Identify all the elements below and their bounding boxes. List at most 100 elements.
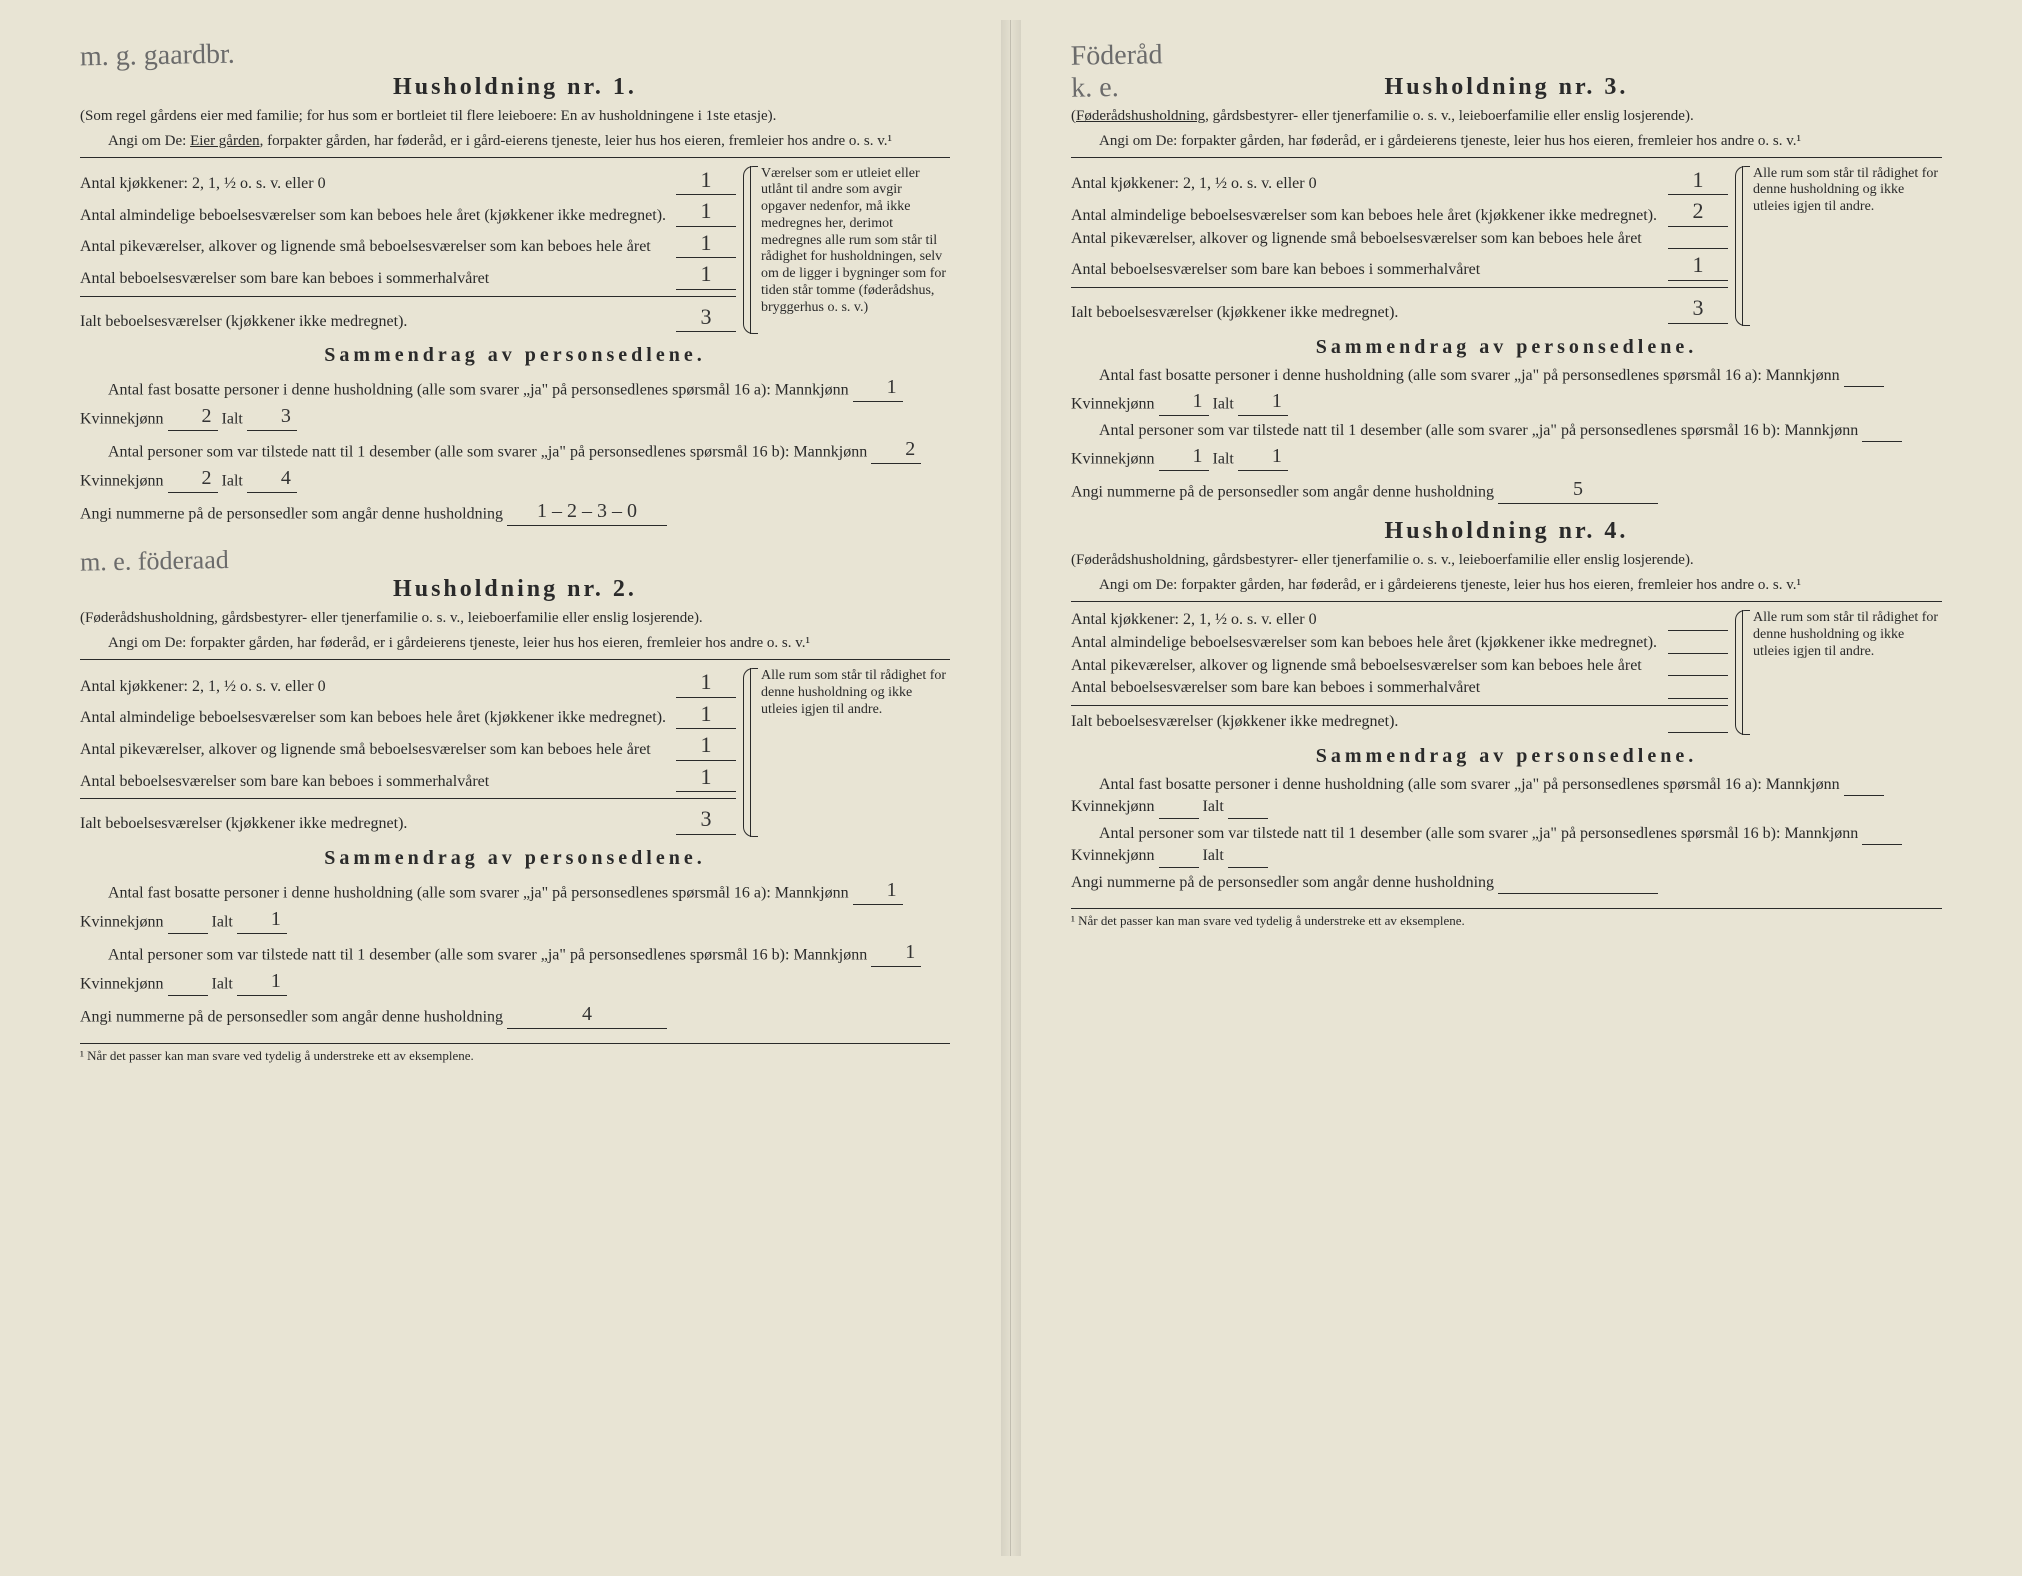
handwritten-annotation-top-right: Föderåd k. e.: [1070, 39, 1163, 105]
hh2-nummerne: Angi nummerne på de personsedler som ang…: [80, 1000, 950, 1029]
hh3-rooms-note: Alle rum som står til rådighet for denne…: [1742, 166, 1942, 326]
rule: [80, 659, 950, 660]
hh3-sum2: Antal personer som var tilstede natt til…: [1071, 420, 1942, 471]
hh3-sub1b: Føderådshusholdning: [1076, 108, 1205, 124]
room-value: [1668, 698, 1728, 699]
hh4-sum2: Antal personer som var tilstede natt til…: [1071, 823, 1942, 868]
room-value: 1: [676, 197, 736, 227]
hh4-rooms-note: Alle rum som står til rådighet for denne…: [1742, 610, 1942, 735]
room-label: Antal beboelsesværelser som bare kan beb…: [80, 269, 676, 290]
handwritten-annotation-mid-left: m. e. föderaad: [80, 533, 950, 578]
room-value: 1: [676, 166, 736, 196]
hw-right-1: Föderåd: [1070, 39, 1162, 72]
handwritten-annotation-top-left: m. g. gaardbr.: [80, 39, 235, 74]
left-footnote: ¹ Når det passer kan man svare ved tydel…: [80, 1043, 950, 1064]
hh1-nummerne: Angi nummerne på de personsedler som ang…: [80, 497, 950, 526]
sum2-ialt: [1228, 867, 1268, 868]
sum1-kvinne: [168, 933, 208, 934]
room-row: Antal pikeværelser, alkover og lignende …: [80, 229, 736, 259]
ialt-label: Ialt: [1213, 396, 1234, 413]
hh1-rooms-left: Antal kjøkkener: 2, 1, ½ o. s. v. eller …: [80, 166, 736, 335]
sum2-kvinne: 1: [1159, 442, 1209, 471]
room-value: [1668, 675, 1728, 676]
hh4-nummerne: Angi nummerne på de personsedler som ang…: [1071, 872, 1942, 894]
room-label: Antal kjøkkener: 2, 1, ½ o. s. v. eller …: [1071, 610, 1668, 631]
room-label: Antal pikeværelser, alkover og lignende …: [1071, 656, 1668, 677]
sum2-ialt: 1: [1238, 442, 1288, 471]
room-row: Antal beboelsesværelser som bare kan beb…: [1071, 251, 1728, 281]
nummerne-label: Angi nummerne på de personsedler som ang…: [1071, 484, 1494, 501]
room-row: Antal almindelige beboelsesværelser som …: [80, 700, 736, 730]
ialt-label: Ialt: [1203, 798, 1224, 815]
hh4-subtitle2: Angi om De: forpakter gården, har føderå…: [1071, 576, 1942, 595]
hh1-rooms-block: Antal kjøkkener: 2, 1, ½ o. s. v. eller …: [80, 166, 950, 335]
hh1-sum2: Antal personer som var tilstede natt til…: [80, 435, 950, 493]
document-spread: m. g. gaardbr. Husholdning nr. 1. (Som r…: [20, 20, 2002, 1556]
hh3-rooms-block: Antal kjøkkener: 2, 1, ½ o. s. v. eller …: [1071, 166, 1942, 326]
room-total-value: 3: [676, 805, 736, 835]
hh3-title: Husholdning nr. 3.: [1071, 74, 1942, 101]
room-row: Antal pikeværelser, alkover og lignende …: [1071, 229, 1728, 250]
room-label: Antal pikeværelser, alkover og lignende …: [80, 740, 676, 761]
sum2-kvinne: [1159, 867, 1199, 868]
hh2-rooms-note: Alle rum som står til rådighet for denne…: [750, 668, 950, 837]
room-label: Antal kjøkkener: 2, 1, ½ o. s. v. eller …: [80, 174, 676, 195]
room-row: Antal kjøkkener: 2, 1, ½ o. s. v. eller …: [80, 166, 736, 196]
room-label: Antal almindelige beboelsesværelser som …: [80, 206, 676, 227]
room-value: 1: [676, 763, 736, 793]
ialt-label: Ialt: [1203, 847, 1224, 864]
nummerne-value: [1498, 893, 1658, 894]
room-row: Antal almindelige beboelsesværelser som …: [1071, 197, 1728, 227]
room-row: Antal kjøkkener: 2, 1, ½ o. s. v. eller …: [1071, 610, 1728, 631]
hh2-subtitle2: Angi om De: forpakter gården, har føderå…: [80, 634, 950, 653]
hh2-subtitle1: (Føderådshusholdning, gårdsbestyrer- ell…: [80, 609, 950, 628]
hh3-nummerne: Angi nummerne på de personsedler som ang…: [1071, 475, 1942, 504]
nummerne-label: Angi nummerne på de personsedler som ang…: [80, 506, 503, 523]
hh3-summary-title: Sammendrag av personsedlene.: [1071, 336, 1942, 359]
sum2-kvinne: [168, 995, 208, 996]
room-total-value: [1668, 732, 1728, 733]
kvinne-label: Kvinnekjønn: [80, 976, 164, 993]
hh1-rooms-note: Værelser som er utleiet eller utlånt til…: [750, 166, 950, 335]
sum1-mann: [1844, 795, 1884, 796]
sum1-ialt: 1: [1238, 387, 1288, 416]
room-total-value: 3: [1668, 294, 1728, 324]
household-3: Husholdning nr. 3. (Føderådshusholdning,…: [1071, 74, 1942, 504]
room-value: [1668, 248, 1728, 249]
room-row: Antal almindelige beboelsesværelser som …: [1071, 633, 1728, 654]
hh1-sub2b: Eier gården: [190, 133, 260, 149]
household-1: Husholdning nr. 1. (Som regel gårdens ei…: [80, 74, 950, 526]
sum1-mann: [1844, 386, 1884, 387]
rule: [1071, 157, 1942, 158]
hh3-sub1c: , gårdsbestyrer- eller tjenerfamilie o. …: [1205, 108, 1694, 124]
room-label: Antal beboelsesværelser som bare kan beb…: [80, 772, 676, 793]
room-row: Antal pikeværelser, alkover og lignende …: [80, 731, 736, 761]
sum2-mann: 2: [871, 435, 921, 464]
sum1-kvinne: [1159, 818, 1199, 819]
rule: [80, 296, 736, 297]
room-row-total: Ialt beboelsesværelser (kjøkkener ikke m…: [80, 303, 736, 333]
hh2-summary-title: Sammendrag av personsedlene.: [80, 847, 950, 870]
room-row: Antal kjøkkener: 2, 1, ½ o. s. v. eller …: [1071, 166, 1728, 196]
sum2-kvinne: 2: [168, 464, 218, 493]
sum1-prefix: Antal fast bosatte personer i denne hush…: [108, 382, 849, 399]
room-row: Antal beboelsesværelser som bare kan beb…: [1071, 678, 1728, 699]
rule: [1071, 705, 1728, 706]
room-label: Antal almindelige beboelsesværelser som …: [1071, 206, 1668, 227]
hh2-rooms-left: Antal kjøkkener: 2, 1, ½ o. s. v. eller …: [80, 668, 736, 837]
nummerne-label: Angi nummerne på de personsedler som ang…: [1071, 874, 1494, 891]
hw-right-2: k. e.: [1071, 72, 1119, 104]
sum1-ialt: 1: [237, 905, 287, 934]
room-value: 1: [676, 260, 736, 290]
sum1-mann: 1: [853, 373, 903, 402]
room-value: 1: [676, 700, 736, 730]
ialt-label: Ialt: [212, 914, 233, 931]
household-4: Husholdning nr. 4. (Føderådshusholdning,…: [1071, 518, 1942, 893]
sum1-kvinne: 2: [168, 402, 218, 431]
room-row-total: Ialt beboelsesværelser (kjøkkener ikke m…: [1071, 712, 1728, 733]
rule: [80, 798, 736, 799]
room-value: 1: [676, 229, 736, 259]
room-row-total: Ialt beboelsesværelser (kjøkkener ikke m…: [1071, 294, 1728, 324]
sum1-prefix: Antal fast bosatte personer i denne hush…: [1099, 367, 1840, 384]
hh1-subtitle1: (Som regel gårdens eier med familie; for…: [80, 107, 950, 126]
